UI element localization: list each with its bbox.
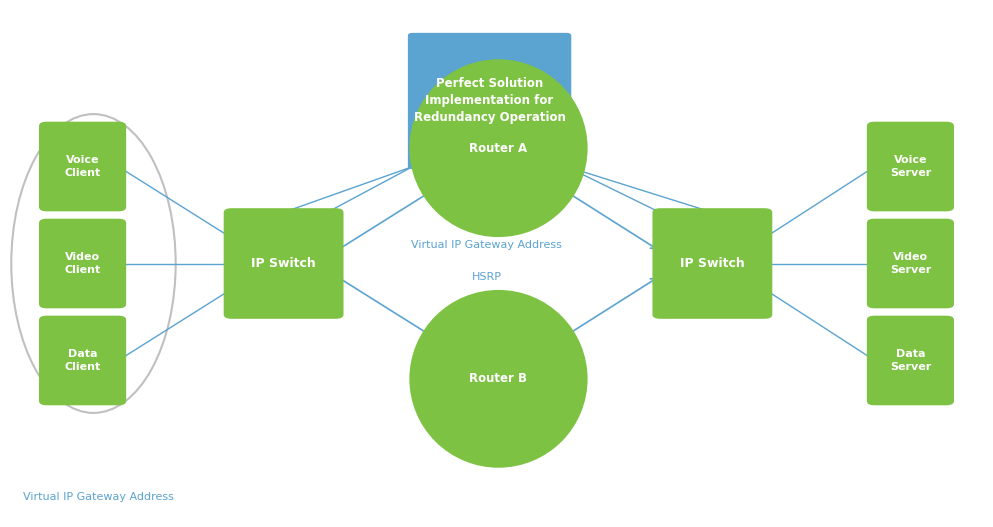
FancyBboxPatch shape (39, 122, 126, 211)
FancyBboxPatch shape (652, 208, 773, 319)
Text: Voice
Server: Voice Server (890, 155, 931, 178)
Text: Voice
Client: Voice Client (65, 155, 100, 178)
FancyBboxPatch shape (39, 219, 126, 308)
Text: Virtual IP Gateway Address: Virtual IP Gateway Address (23, 492, 174, 502)
Text: Virtual IP Gateway Address: Virtual IP Gateway Address (411, 240, 562, 250)
FancyBboxPatch shape (867, 219, 954, 308)
Text: Router B: Router B (470, 373, 527, 385)
Text: Data
Client: Data Client (65, 349, 100, 372)
FancyBboxPatch shape (408, 33, 571, 169)
FancyBboxPatch shape (39, 316, 126, 405)
Text: Router A: Router A (470, 142, 527, 154)
Ellipse shape (409, 290, 588, 468)
Ellipse shape (409, 59, 588, 237)
Text: HSRP: HSRP (472, 271, 501, 281)
Text: Perfect Solution
Implementation for
Redundancy Operation: Perfect Solution Implementation for Redu… (414, 77, 565, 124)
Text: IP Switch: IP Switch (680, 257, 745, 270)
FancyBboxPatch shape (867, 316, 954, 405)
Text: Video
Client: Video Client (65, 252, 100, 275)
Text: Data
Server: Data Server (890, 349, 931, 372)
FancyBboxPatch shape (867, 122, 954, 211)
FancyBboxPatch shape (223, 208, 344, 319)
Text: IP Switch: IP Switch (251, 257, 316, 270)
Text: Video
Server: Video Server (890, 252, 931, 275)
